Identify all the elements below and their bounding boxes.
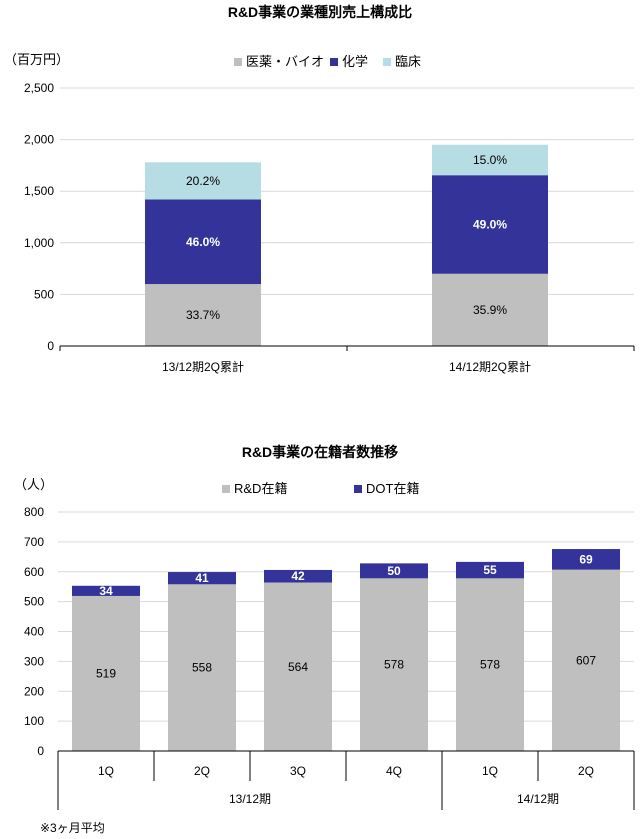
chart2-data-label: 69: [579, 552, 593, 566]
chart2-data-label: 50: [387, 564, 401, 578]
chart2-data-label: 564: [288, 660, 308, 674]
chart1-legend-label: 化学: [342, 54, 368, 69]
chart1-category-label: 13/12期2Q累計: [162, 359, 244, 374]
chart1-y-axis: 0 500 1,000 1,500 2,000 2,500: [24, 81, 54, 353]
chart2-category-label: 1Q: [482, 764, 498, 778]
chart2-x-axis: 1Q 2Q 3Q 4Q 1Q 2Q 13/12期 14/12期: [57, 750, 635, 810]
chart2-y-tick-label: 800: [24, 505, 44, 519]
chart2-data-label: 42: [291, 569, 305, 583]
chart1-bars: 33.7% 46.0% 20.2% 35.9% 49.0% 15.0%: [145, 144, 548, 346]
chart2-y-tick-label: 100: [24, 714, 44, 728]
chart1-y-tick-label: 0: [47, 339, 54, 353]
chart1-legend-label: 医薬・バイオ: [246, 54, 324, 69]
chart2-y-tick-label: 400: [24, 625, 44, 639]
chart2-bar-segment: [168, 584, 236, 751]
chart2-bar-segment: [168, 572, 236, 585]
chart2-data-label: 558: [192, 661, 212, 675]
chart2-legend: R&D在籍 DOT在籍: [222, 481, 419, 496]
chart1-bar-segment: [432, 175, 548, 274]
chart2-data-label: 607: [576, 653, 596, 667]
chart1-bar-segment: [432, 273, 548, 346]
chart1-bar-segment: [145, 199, 261, 285]
chart2-data-label: 578: [480, 658, 500, 672]
chart2-bar-segment: [264, 582, 332, 751]
chart1-legend-label: 臨床: [395, 54, 421, 69]
chart1-bar-segment: [145, 162, 261, 200]
chart2-bar-segment: [360, 563, 428, 579]
chart1-y-tick-label: 2,000: [24, 133, 54, 147]
chart1-bar-segment: [145, 284, 261, 346]
footnote: ※3ヶ月平均: [40, 821, 105, 835]
chart2-category-label: 4Q: [386, 764, 402, 778]
chart2-y-tick-label: 0: [37, 744, 44, 758]
chart2-data-label: 55: [483, 563, 497, 577]
chart1-bar-segment: [432, 144, 548, 176]
chart1-legend-swatch: [383, 58, 391, 66]
chart1-legend: 医薬・バイオ 化学 臨床: [234, 54, 421, 69]
chart1-title: R&D事業の業種別売上構成比: [228, 4, 412, 20]
chart2-category-label: 2Q: [194, 764, 210, 778]
chart1-y-tick-label: 2,500: [24, 81, 54, 95]
chart1-data-label: 46.0%: [186, 235, 220, 249]
chart2-bar-segment: [264, 569, 332, 583]
chart2-bars: 519 34 558 41 564 42 578 50 578 55 607 69: [72, 549, 620, 751]
chart2-y-tick-label: 700: [24, 535, 44, 549]
chart2-y-axis: 0 100 200 300 400 500 600 700 800: [24, 505, 44, 758]
chart2-category-label: 1Q: [98, 764, 114, 778]
chart2-bar-segment: [360, 578, 428, 751]
chart2-category-label: 2Q: [578, 764, 594, 778]
chart2-y-tick-label: 300: [24, 654, 44, 668]
chart2-category-label: 3Q: [290, 764, 306, 778]
chart2-legend-label: DOT在籍: [366, 481, 419, 496]
chart2-gridlines: [58, 511, 634, 722]
chart1-legend-swatch: [330, 58, 338, 66]
chart1-data-label: 35.9%: [473, 303, 507, 317]
chart2-bar-segment: [552, 549, 620, 570]
chart2-legend-swatch: [354, 485, 362, 493]
chart1-data-label: 15.0%: [473, 153, 507, 167]
chart2-group-label: 14/12期: [517, 792, 559, 806]
chart2-y-tick-label: 600: [24, 565, 44, 579]
chart2-bar-segment: [456, 578, 524, 751]
chart1-legend-swatch: [234, 58, 242, 66]
chart1-category-label: 14/12期2Q累計: [449, 359, 531, 374]
chart2-data-label: 519: [96, 666, 116, 680]
chart1-x-axis: 13/12期2Q累計 14/12期2Q累計: [59, 345, 635, 374]
chart1-y-tick-label: 1,000: [24, 236, 54, 250]
chart1-y-tick-label: 500: [34, 287, 54, 301]
chart2-unit-label: （人）: [14, 477, 53, 492]
chart2-bar-segment: [552, 569, 620, 751]
chart2-y-tick-label: 200: [24, 684, 44, 698]
chart2-title: R&D事業の在籍者数推移: [242, 444, 398, 460]
chart2-y-tick-label: 500: [24, 595, 44, 609]
chart2-bar-segment: [72, 595, 140, 751]
chart1-data-label: 20.2%: [186, 174, 220, 188]
chart2-data-label: 41: [195, 571, 209, 585]
chart2-legend-swatch: [222, 485, 230, 493]
chart2-data-label: 34: [99, 584, 113, 598]
chart2-bar-segment: [72, 585, 140, 596]
chart1-data-label: 33.7%: [186, 308, 220, 322]
chart2-group-label: 13/12期: [229, 792, 271, 806]
chart2-legend-label: R&D在籍: [234, 481, 287, 496]
chart1-data-label: 49.0%: [473, 217, 507, 231]
chart2-data-label: 578: [384, 658, 404, 672]
chart1-unit-label: （百万円）: [4, 52, 69, 67]
chart2-bar-segment: [456, 561, 524, 579]
chart1-y-tick-label: 1,500: [24, 184, 54, 198]
